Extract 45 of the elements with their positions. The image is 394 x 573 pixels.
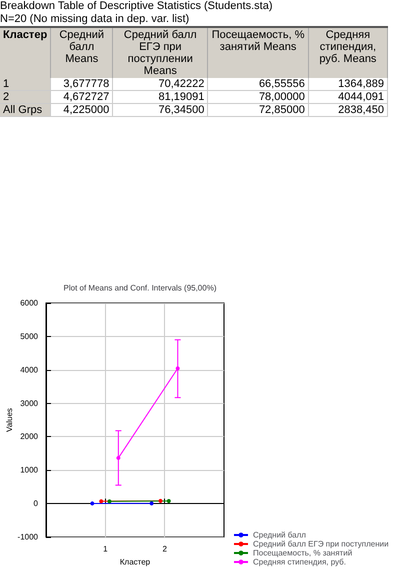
text: 66,55556 — [208, 78, 308, 90]
x-axis-title: Кластер — [120, 557, 151, 566]
legend-label: Средняя стипендия, руб. — [253, 558, 346, 566]
y-tick-label: -1000 — [18, 532, 39, 542]
text: 78,00000 — [208, 90, 308, 104]
legend-label: Посещаемость, % занятий — [253, 548, 352, 558]
y-tick-label: 0 — [34, 499, 39, 508]
text: Посещаемость, % занятий Means — [208, 27, 308, 78]
text: Средняя стипендия, руб. Means — [308, 27, 388, 78]
text: 4044,091 — [308, 90, 388, 104]
point — [90, 501, 94, 506]
text: N=20 (No missing data in dep. var. list) — [0, 13, 190, 26]
point — [150, 501, 154, 506]
text: 3,677778 — [50, 78, 113, 90]
text: Кластер — [0, 27, 51, 78]
y-axis-title: Values — [5, 408, 14, 432]
y-tick-label: 4000 — [20, 365, 39, 374]
text: Breakdown Table of Descriptive Statistics (Students.sta) — [0, 0, 274, 13]
point — [99, 499, 104, 504]
text: 4,225000 — [50, 104, 113, 116]
text: 2838,450 — [308, 104, 388, 116]
y-tick-label: 5000 — [20, 332, 39, 341]
point — [166, 498, 171, 503]
chart-title: Plot of Means and Conf. Intervals (95,00%) — [64, 284, 217, 292]
text: 1364,889 — [308, 78, 388, 90]
y-tick-label: 3000 — [20, 398, 39, 408]
legend-label: Средний балл ЕГЭ при поступлении — [253, 540, 389, 548]
point — [116, 456, 120, 460]
point — [107, 499, 112, 504]
y-tick-label: 6000 — [20, 298, 39, 308]
text: 2 — [0, 90, 51, 104]
text: Средний балл Means — [50, 27, 113, 78]
text: 1 — [0, 78, 51, 90]
text: 72,85000 — [208, 104, 308, 116]
text: 4,672727 — [50, 90, 113, 104]
text: 81,19091 — [112, 90, 208, 104]
y-tick-label: 2000 — [20, 432, 39, 442]
point — [176, 366, 180, 370]
text: 76,34500 — [112, 104, 208, 116]
legend-label: Средний балл — [253, 530, 306, 540]
y-tick-label: 1000 — [20, 466, 39, 475]
text: Средний балл ЕГЭ при поступлении Means — [112, 27, 208, 78]
text: 70,42222 — [112, 78, 208, 90]
point — [158, 498, 163, 503]
text: All Grps — [0, 104, 51, 116]
